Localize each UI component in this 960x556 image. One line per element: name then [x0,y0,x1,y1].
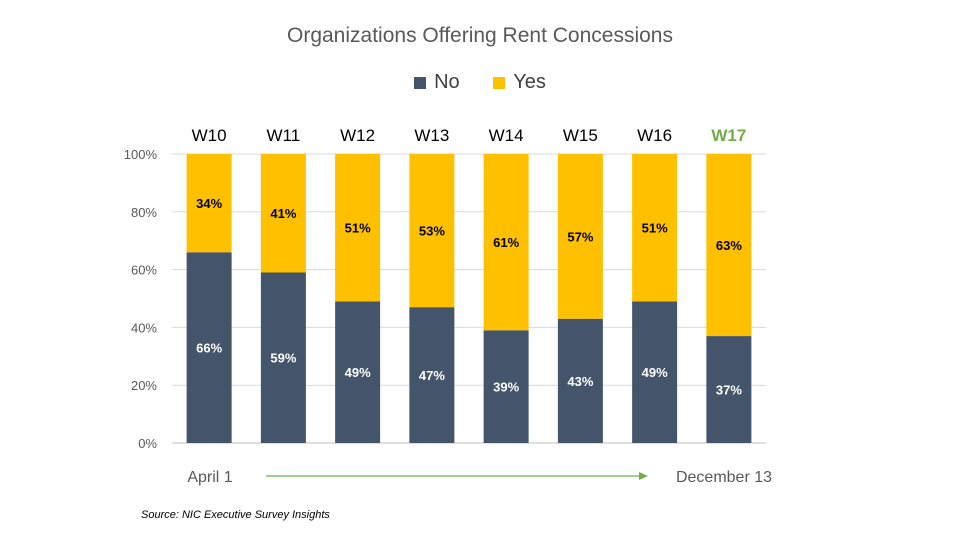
bar-yes [632,154,678,302]
data-label-no: 37% [716,383,742,398]
chart-title: Organizations Offering Rent Concessions [287,24,673,47]
y-tick-label: 20% [131,378,157,393]
bar-no [632,301,678,443]
category-label: W17 [711,126,746,145]
data-label-no: 66% [196,341,222,356]
legend-swatch-yes [493,76,506,89]
data-label-no: 47% [419,368,445,383]
category-label: W11 [267,126,301,145]
bar-yes [409,154,455,308]
data-label-yes: 61% [493,235,519,250]
data-label-yes: 51% [345,221,371,236]
category-label: W12 [340,126,375,145]
legend-item-yes: Yes [493,71,546,94]
chart-legend: No Yes [0,71,960,95]
bar-yes [557,154,603,319]
data-label-no: 43% [567,374,593,389]
data-label-no: 59% [270,351,296,366]
y-tick-label: 0% [138,436,157,451]
timeline-arrow-head [639,472,648,480]
bar-yes [483,154,529,331]
y-tick-label: 40% [131,320,157,335]
bar-yes [186,154,232,253]
y-tick-label: 80% [131,205,157,220]
data-label-yes: 51% [642,221,668,236]
category-label: W10 [192,126,227,145]
category-label: W16 [637,126,672,145]
timeline-end-label: December 13 [676,469,772,486]
category-label: W15 [563,126,598,145]
data-label-no: 49% [345,365,371,380]
y-tick-label: 60% [131,263,157,278]
bar-no [335,301,381,443]
data-label-yes: 63% [716,238,742,253]
bar-no [706,336,752,443]
timeline-start-label: April 1 [187,469,232,486]
bar-no [409,307,455,443]
data-label-yes: 41% [270,206,296,221]
data-label-yes: 53% [419,224,445,239]
data-label-yes: 34% [196,196,222,211]
bar-no [557,318,603,443]
legend-swatch-no [414,76,427,89]
data-label-no: 39% [493,380,519,395]
bar-yes [706,154,752,337]
source-note: Source: NIC Executive Survey Insights [141,509,330,521]
bar-no [260,272,306,443]
category-label: W14 [489,126,524,145]
bar-yes [335,154,381,302]
legend-label-yes: Yes [513,71,546,93]
data-label-no: 49% [642,365,668,380]
data-label-yes: 57% [567,229,593,244]
bar-yes [260,154,306,273]
bar-no [186,252,232,443]
legend-item-no: No [414,71,460,94]
y-tick-label: 100% [124,147,158,162]
legend-label-no: No [434,71,460,93]
category-label: W13 [414,126,449,145]
bar-no [483,330,529,443]
